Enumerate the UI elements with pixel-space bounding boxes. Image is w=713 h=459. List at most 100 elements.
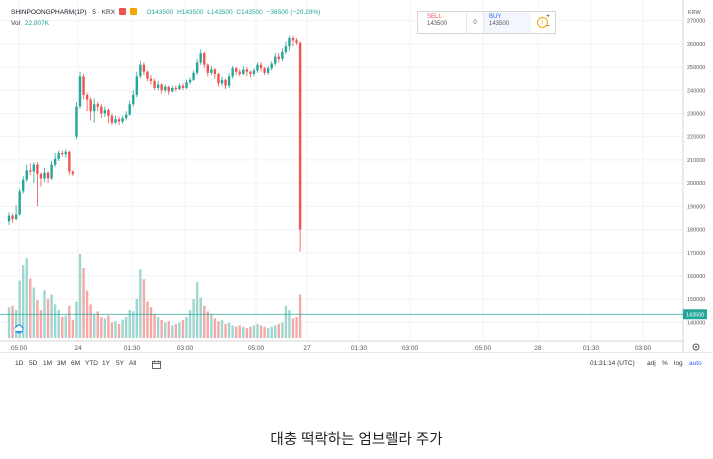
timeframe-1m[interactable]: 1M bbox=[43, 360, 53, 367]
candle-body bbox=[39, 173, 43, 179]
volume-bar bbox=[149, 307, 153, 338]
candle-body bbox=[53, 158, 57, 165]
auto-toggle[interactable]: auto bbox=[689, 360, 702, 367]
candle-body bbox=[46, 172, 50, 179]
candle-body bbox=[167, 86, 170, 92]
volume-bar bbox=[227, 322, 231, 338]
info-button[interactable]: i bbox=[531, 12, 553, 33]
candle-body bbox=[238, 71, 241, 74]
candle-body bbox=[107, 109, 110, 116]
candle-body bbox=[263, 68, 266, 73]
volume-bar bbox=[181, 319, 185, 338]
candle-body bbox=[281, 51, 284, 59]
volume-bar bbox=[199, 297, 202, 338]
candle-body bbox=[217, 74, 220, 84]
price-axis-label: 140000 bbox=[687, 320, 705, 326]
time-axis-label: 01:30 bbox=[583, 345, 600, 352]
adj-toggle[interactable]: adj bbox=[647, 360, 656, 367]
candle-body bbox=[192, 72, 195, 80]
volume-bar bbox=[146, 301, 149, 338]
settings-gear-icon[interactable] bbox=[692, 343, 700, 351]
candle-body bbox=[128, 104, 131, 115]
utc-clock[interactable]: 01:31:14 (UTC) bbox=[590, 360, 635, 367]
candle-body bbox=[14, 214, 18, 220]
timeframe-5d[interactable]: 5D bbox=[29, 360, 38, 367]
candle-body bbox=[178, 85, 181, 90]
zoom-in-button[interactable]: + bbox=[546, 13, 551, 20]
buy-button[interactable]: BUY 143500 bbox=[483, 12, 531, 33]
timeframe-5y[interactable]: 5Y bbox=[116, 360, 124, 367]
volume-bar bbox=[259, 325, 263, 338]
candle-body bbox=[174, 87, 178, 90]
ohlc-high: H143500 bbox=[177, 9, 204, 16]
candle-body bbox=[139, 64, 142, 77]
candle-body bbox=[284, 46, 288, 52]
candle-body bbox=[203, 53, 206, 65]
timeframe-1d[interactable]: 1D bbox=[15, 360, 24, 367]
candle-body bbox=[213, 69, 217, 74]
time-axis-label: 05:00 bbox=[475, 345, 492, 352]
volume-bar bbox=[153, 314, 156, 338]
sell-button[interactable]: SELL 143500 bbox=[418, 12, 467, 33]
percent-toggle[interactable]: % bbox=[662, 360, 668, 367]
candle-body bbox=[249, 71, 252, 74]
candle-body bbox=[29, 170, 32, 172]
volume-bar bbox=[139, 269, 142, 338]
volume-bar bbox=[78, 254, 82, 338]
price-axis-label: 170000 bbox=[687, 251, 705, 257]
zoom-out-button[interactable]: − bbox=[546, 23, 551, 30]
candle-body bbox=[295, 40, 298, 43]
symbol-legend: SHINPOONGPHARM(1P) · 5 · KRX O143500 H14… bbox=[11, 8, 320, 16]
volume-value: 22.807K bbox=[24, 20, 50, 27]
log-toggle[interactable]: log bbox=[674, 360, 683, 367]
time-axis-label: 03:00 bbox=[635, 345, 652, 352]
candle-body bbox=[71, 171, 75, 174]
volume-bar bbox=[53, 304, 57, 338]
volume-bar bbox=[89, 304, 92, 338]
candle-body bbox=[32, 164, 36, 172]
volume-bar bbox=[256, 324, 259, 338]
candle-body bbox=[227, 76, 231, 86]
price-axis-label: 220000 bbox=[687, 135, 705, 141]
volume-bar bbox=[50, 294, 53, 338]
candle-body bbox=[288, 38, 291, 47]
candle-body bbox=[7, 215, 11, 222]
candle-body bbox=[270, 63, 273, 69]
timeframe-1y[interactable]: 1Y bbox=[102, 360, 110, 367]
volume-bar bbox=[185, 317, 188, 338]
candle-body bbox=[224, 79, 227, 86]
candle-body bbox=[132, 94, 135, 105]
candle-body bbox=[298, 42, 302, 230]
candle-body bbox=[103, 109, 107, 114]
timeframe-all[interactable]: All bbox=[129, 360, 137, 367]
candle-body bbox=[277, 56, 280, 59]
candlestick-chart[interactable]: 05:00 24 01:30 03:00 05:00 27 01:30 03:00 05:00 2… bbox=[0, 0, 713, 352]
volume-bar bbox=[93, 314, 96, 338]
calendar-compare-icon[interactable] bbox=[152, 360, 161, 371]
timeframe-3m[interactable]: 3M bbox=[57, 360, 67, 367]
volume-bar bbox=[245, 328, 249, 338]
timeframe-ytd[interactable]: YTD bbox=[85, 360, 98, 367]
time-axis-label: 01:30 bbox=[351, 345, 368, 352]
candle-body bbox=[85, 94, 89, 100]
buy-price: 143500 bbox=[489, 21, 510, 27]
volume-bar bbox=[96, 311, 99, 338]
candle-body bbox=[156, 84, 160, 88]
volume-bar bbox=[46, 298, 50, 338]
volume-bar bbox=[142, 279, 146, 338]
price-axis-label: 210000 bbox=[687, 158, 705, 164]
timeframe-6m[interactable]: 6M bbox=[71, 360, 81, 367]
candle-body bbox=[121, 118, 124, 122]
price-axis-label: 200000 bbox=[687, 181, 705, 187]
sell-label: SELL bbox=[427, 14, 442, 20]
volume-bar bbox=[266, 328, 270, 338]
chart-area[interactable]: 05:00 24 01:30 03:00 05:00 27 01:30 03:00 05:00 2… bbox=[0, 0, 713, 375]
price-axis-label: 180000 bbox=[687, 228, 705, 234]
volume-bar bbox=[36, 300, 39, 338]
price-axis-label: 230000 bbox=[687, 111, 705, 117]
volume-bar bbox=[107, 315, 110, 338]
candle-body bbox=[57, 152, 60, 159]
time-axis-label: 03:00 bbox=[402, 345, 419, 352]
volume-bar bbox=[224, 324, 227, 338]
volume-bar bbox=[284, 305, 288, 338]
